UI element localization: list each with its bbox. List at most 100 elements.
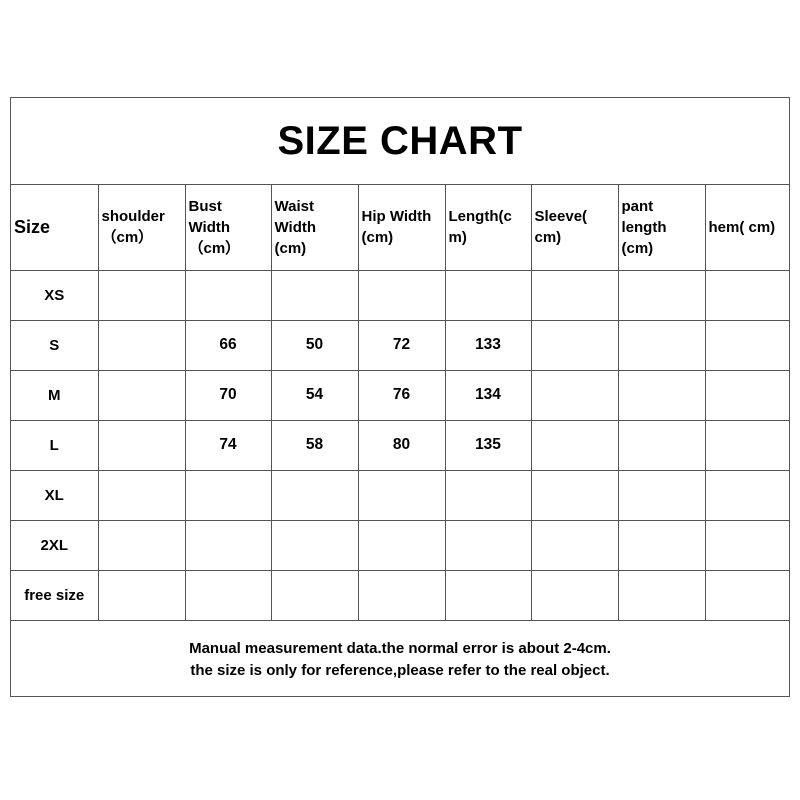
table-cell <box>530 269 619 321</box>
table-cell: 50 <box>270 319 359 371</box>
table-cell <box>357 519 446 571</box>
table-cell <box>617 519 706 571</box>
column-header: Waist Width (cm) <box>270 185 359 271</box>
table-cell <box>184 519 272 571</box>
header-text: （cm） <box>188 239 241 257</box>
table-cell <box>617 469 706 521</box>
table-row: S 66 50 72 133 <box>11 319 789 371</box>
header-text: (cm) <box>361 229 394 247</box>
size-table: Size shoulder （cm） Bust Width （cm） Waist Width (… <box>11 185 789 621</box>
table-cell: 74 <box>184 419 272 471</box>
table-cell <box>444 569 532 621</box>
footer-note: Manual measurement data.the normal error… <box>11 621 789 700</box>
table-cell <box>704 569 789 621</box>
table-cell <box>97 469 186 521</box>
column-header: pant length (cm) <box>617 185 706 271</box>
table-cell: 54 <box>270 369 359 421</box>
table-cell <box>704 269 789 321</box>
table-cell <box>704 519 789 571</box>
table-cell <box>97 269 186 321</box>
table-cell <box>97 369 186 421</box>
table-cell <box>617 569 706 621</box>
table-cell <box>184 569 272 621</box>
size-label: free size <box>11 569 99 621</box>
table-cell <box>530 319 619 371</box>
table-cell: 72 <box>357 319 446 371</box>
table-cell <box>184 269 272 321</box>
header-text: Bust <box>188 197 222 215</box>
table-cell <box>530 569 619 621</box>
table-cell: 58 <box>270 419 359 471</box>
header-text: Length(c <box>448 208 512 226</box>
table-cell: 80 <box>357 419 446 471</box>
table-cell <box>270 269 359 321</box>
table-cell <box>357 269 446 321</box>
table-cell <box>530 469 619 521</box>
column-header: Bust Width （cm） <box>184 185 272 271</box>
size-chart: SIZE CHART Size shoulder （cm） Bust Width （cm）… <box>10 97 790 697</box>
table-row: free size <box>11 569 789 621</box>
table-cell <box>704 469 789 521</box>
table-cell <box>617 269 706 321</box>
table-cell <box>617 419 706 471</box>
header-row: Size shoulder （cm） Bust Width （cm） Waist Width (… <box>11 185 789 271</box>
size-label: L <box>11 419 99 471</box>
header-text: pant <box>621 197 654 215</box>
column-header: Hip Width (cm) <box>357 185 446 271</box>
header-text: shoulder <box>101 208 165 226</box>
table-cell <box>444 469 532 521</box>
table-cell: 76 <box>357 369 446 421</box>
footer-line: Manual measurement data.the normal error… <box>189 640 611 657</box>
table-cell <box>97 419 186 471</box>
table-cell <box>444 269 532 321</box>
table-cell <box>97 519 186 571</box>
table-cell: 133 <box>444 319 532 371</box>
table-row: XS <box>11 269 789 321</box>
table-cell <box>530 369 619 421</box>
table-row: M 70 54 76 134 <box>11 369 789 421</box>
header-text: Size <box>14 216 51 237</box>
table-cell <box>357 569 446 621</box>
size-label: XS <box>11 269 99 321</box>
header-text: length <box>621 218 667 236</box>
footer-line: the size is only for reference,please re… <box>190 662 610 679</box>
table-cell <box>530 419 619 471</box>
header-text: Width <box>274 218 317 236</box>
size-label: M <box>11 369 99 421</box>
column-header: hem( cm) <box>704 185 789 271</box>
table-cell <box>704 319 789 371</box>
header-text: cm) <box>534 229 562 247</box>
header-text: m) <box>448 229 467 247</box>
table-cell <box>270 569 359 621</box>
table-cell <box>270 519 359 571</box>
size-label: XL <box>11 469 99 521</box>
header-text: (cm) <box>274 239 307 257</box>
table-cell <box>530 519 619 571</box>
header-text: Hip Width <box>361 208 432 226</box>
header-text: hem( cm) <box>708 218 776 236</box>
table-cell <box>97 319 186 371</box>
table-cell <box>704 369 789 421</box>
table-cell <box>617 319 706 371</box>
column-header: Length(c m) <box>444 185 532 271</box>
size-label: 2XL <box>11 519 99 571</box>
table-row: L 74 58 80 135 <box>11 419 789 471</box>
column-header: Sleeve( cm) <box>530 185 619 271</box>
header-text: Width <box>188 218 231 236</box>
header-text: (cm) <box>621 239 654 257</box>
header-text: （cm） <box>101 229 154 247</box>
table-row: 2XL <box>11 519 789 571</box>
header-text: Sleeve( <box>534 208 588 226</box>
table-cell <box>704 419 789 471</box>
table-row: XL <box>11 469 789 521</box>
table-cell <box>97 569 186 621</box>
chart-title: SIZE CHART <box>11 98 789 185</box>
table-cell <box>617 369 706 421</box>
header-text: Waist <box>274 197 314 215</box>
table-cell: 70 <box>184 369 272 421</box>
size-label: S <box>11 319 99 371</box>
column-header: Size <box>11 185 99 271</box>
table-cell: 135 <box>444 419 532 471</box>
table-cell <box>444 519 532 571</box>
table-cell: 134 <box>444 369 532 421</box>
